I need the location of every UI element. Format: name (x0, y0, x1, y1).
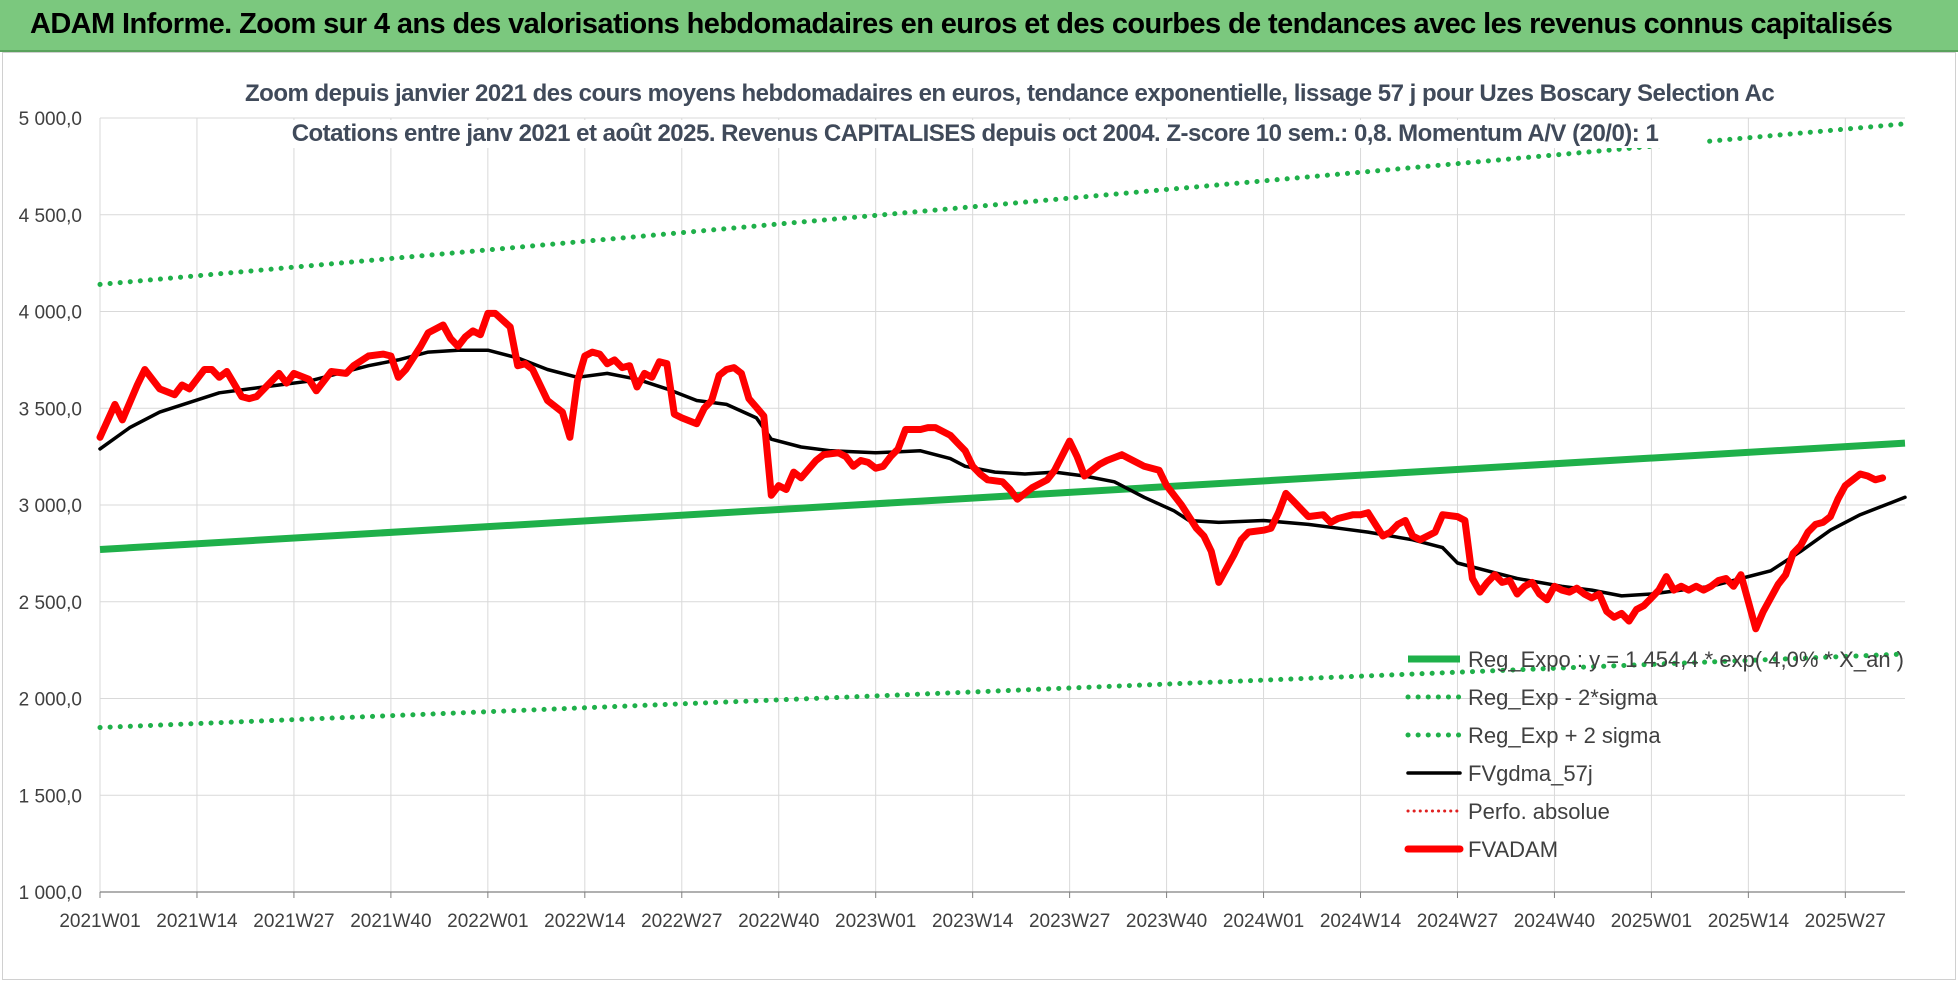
y-tick-label: 4 500,0 (19, 206, 82, 227)
series-layer (96, 121, 1908, 730)
series-line-0 (99, 439, 1906, 553)
legend-label: Reg_Exp + 2 sigma (1468, 723, 1661, 748)
series-line-2 (97, 121, 1908, 287)
x-tick-label: 2022W01 (447, 911, 528, 932)
y-tick-label: 1 500,0 (19, 786, 82, 807)
x-tick-label: 2023W01 (835, 911, 916, 932)
x-tick-label: 2025W01 (1611, 911, 1692, 932)
y-tick-label: 5 000,0 (19, 109, 82, 130)
x-tick-label: 2022W14 (544, 911, 626, 932)
legend-label: Reg_Exp - 2*sigma (1468, 685, 1658, 710)
x-tick-label: 2024W27 (1417, 911, 1498, 932)
y-axis-ticks: 1 000,0 1 500,0 2 000,0 2 500,0 3 000,0 3 500… (19, 109, 82, 904)
x-tick-label: 2021W27 (253, 911, 334, 932)
chart-subtitle: Cotations entre janv 2021 et août 2025. … (245, 120, 1705, 148)
x-tick-label: 2022W40 (738, 911, 819, 932)
y-tick-label: 2 500,0 (19, 593, 82, 614)
chart-title: Zoom depuis janvier 2021 des cours moyen… (245, 80, 1775, 108)
x-tick-label: 2021W14 (156, 911, 238, 932)
legend-label: FVADAM (1468, 837, 1558, 862)
x-tick-label: 2021W40 (350, 911, 431, 932)
legend: Reg_Expo : y = 1 454,4 * exp( 4,0% * X_a… (1404, 647, 1904, 862)
gridlines (99, 117, 1905, 893)
series-line-5 (96, 309, 1887, 633)
x-tick-label: 2024W14 (1320, 911, 1402, 932)
x-axis-ticks: 2021W01 2021W14 2021W27 2021W40 2022W01 2022W… (59, 892, 1886, 932)
x-tick-label: 2023W14 (932, 911, 1014, 932)
x-tick-label: 2024W40 (1514, 911, 1595, 932)
x-tick-label: 2025W27 (1805, 911, 1886, 932)
x-tick-label: 2023W27 (1029, 911, 1110, 932)
y-tick-label: 4 000,0 (19, 303, 82, 324)
series-line-1 (97, 651, 1908, 730)
report-banner: ADAM Informe. Zoom sur 4 ans des valoris… (0, 0, 1958, 52)
legend-label: FVgdma_57j (1468, 761, 1593, 786)
legend-label: Perfo. absolue (1468, 799, 1610, 824)
series-line-3 (98, 348, 1907, 598)
y-tick-label: 1 000,0 (19, 883, 82, 904)
report-title: ADAM Informe. Zoom sur 4 ans des valoris… (30, 8, 1893, 40)
x-tick-label: 2021W01 (59, 911, 140, 932)
x-tick-label: 2023W40 (1126, 911, 1207, 932)
legend-label: Reg_Expo : y = 1 454,4 * exp( 4,0% * X_a… (1468, 647, 1904, 672)
x-tick-label: 2025W14 (1708, 911, 1790, 932)
y-tick-label: 3 500,0 (19, 399, 82, 420)
x-tick-label: 2024W01 (1223, 911, 1304, 932)
y-tick-label: 2 000,0 (19, 690, 82, 711)
y-tick-label: 3 000,0 (19, 496, 82, 517)
x-tick-label: 2022W27 (641, 911, 722, 932)
chart-frame (2, 52, 1956, 980)
